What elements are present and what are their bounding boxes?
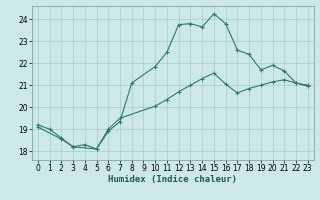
X-axis label: Humidex (Indice chaleur): Humidex (Indice chaleur) [108,175,237,184]
